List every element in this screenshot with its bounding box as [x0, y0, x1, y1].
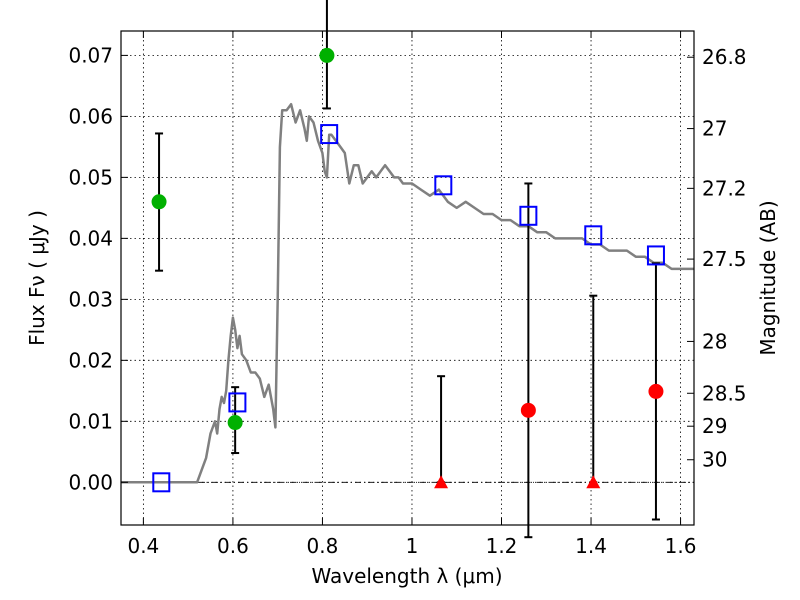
axis-ticks: 0.4 0.6 0.8 1 1.2 1.4 1.6 0.00 0.01 0.02 0.03 0.04 0…	[68, 31, 747, 558]
y-tick-label: 0.02	[68, 348, 113, 372]
y-tick-label: 0.04	[68, 226, 113, 250]
y2-tick-label: 27.5	[702, 247, 747, 271]
y2-tick-label: 27.2	[702, 176, 747, 200]
model-photometry-marker	[320, 124, 339, 145]
x-tick-label: 1	[406, 534, 419, 558]
x-tick-label: 1.2	[486, 534, 518, 558]
y-axis-label: Flux Fν ( μJy )	[25, 210, 49, 346]
measurement-marker	[520, 402, 536, 418]
grid-lines	[121, 31, 694, 525]
y2-tick-label: 27	[702, 117, 727, 141]
measurement-marker	[648, 383, 664, 399]
detection-marker	[319, 47, 335, 63]
y-tick-label: 0.01	[68, 409, 113, 433]
y2-tick-label: 28.5	[702, 381, 747, 405]
x-tick-label: 1.4	[575, 534, 607, 558]
x-tick-label: 0.8	[307, 534, 339, 558]
model-photometry-marker	[434, 175, 453, 196]
model-photometry-marker	[519, 205, 538, 226]
detection-marker	[227, 415, 243, 431]
model-photometry-marker	[152, 472, 171, 493]
detection-marker	[151, 194, 167, 210]
non-detection-marker	[434, 475, 449, 489]
non-detection-marker	[586, 475, 601, 489]
x-tick-label: 1.6	[665, 534, 697, 558]
x-axis-label: Wavelength λ (μm)	[311, 564, 502, 588]
plot-frame	[120, 30, 695, 526]
model-photometry-marker	[228, 392, 247, 413]
error-bars	[155, 0, 660, 539]
y2-tick-label: 26.8	[702, 45, 747, 69]
model-sed-line	[121, 102, 694, 484]
y2-tick-label: 28	[702, 329, 727, 353]
model-photometry-marker	[584, 225, 603, 246]
model-sed-curve	[121, 102, 694, 484]
y-tick-label: 0.05	[68, 165, 113, 189]
y-tick-label: 0.07	[68, 43, 113, 67]
x-tick-label: 0.6	[217, 534, 249, 558]
y-tick-label: 0.03	[68, 287, 113, 311]
y-tick-label: 0.06	[68, 104, 113, 128]
x-tick-label: 0.4	[127, 534, 159, 558]
y2-tick-label: 30	[702, 448, 727, 472]
y2-tick-label: 29	[702, 414, 727, 438]
y-tick-label: 0.00	[68, 470, 113, 494]
model-photometry-marker	[646, 245, 665, 266]
data-markers	[151, 47, 665, 493]
y2-axis-label: Magnitude (AB)	[756, 200, 780, 355]
